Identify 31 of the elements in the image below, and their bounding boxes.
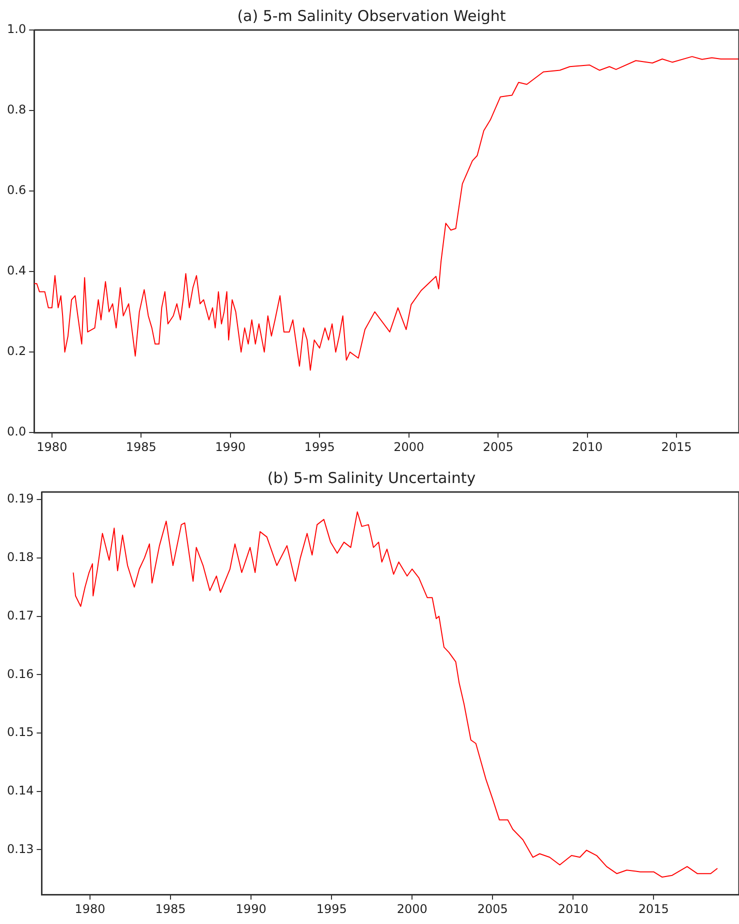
x-tick-label: 1995 bbox=[316, 902, 347, 916]
x-tick-label: 1990 bbox=[236, 902, 266, 916]
x-tick-label: 2010 bbox=[572, 440, 603, 454]
y-tick-label: 0.2 bbox=[6, 344, 26, 358]
y-tick-label: 0.8 bbox=[6, 102, 26, 117]
x-tick-label: 2000 bbox=[396, 902, 428, 916]
y-tick-label: 0.15 bbox=[7, 725, 34, 740]
y-tick-label: 0.19 bbox=[7, 492, 34, 506]
x-tick-label: 1980 bbox=[36, 440, 68, 454]
chart-title: (b) 5-m Salinity Uncertainty bbox=[267, 468, 476, 487]
y-tick-label: 0.18 bbox=[7, 550, 34, 564]
y-tick-label: 0.4 bbox=[6, 264, 26, 278]
x-tick-label: 2015 bbox=[638, 902, 669, 916]
x-tick-label: 1985 bbox=[126, 440, 156, 454]
y-tick-label: 0.13 bbox=[7, 842, 34, 856]
x-tick-label: 2015 bbox=[661, 440, 692, 454]
y-tick-label: 0.14 bbox=[7, 783, 34, 798]
x-tick-label: 1980 bbox=[74, 902, 106, 916]
y-tick-label: 0.6 bbox=[6, 183, 26, 198]
x-tick-label: 1990 bbox=[215, 440, 246, 454]
y-tick-label: 1.0 bbox=[6, 22, 26, 36]
y-tick-label: 0.16 bbox=[7, 666, 34, 681]
y-tick-label: 0.17 bbox=[7, 608, 34, 622]
chart-title: (a) 5-m Salinity Observation Weight bbox=[237, 6, 506, 25]
x-tick-label: 1985 bbox=[155, 902, 186, 916]
x-tick-label: 2000 bbox=[394, 440, 424, 454]
x-tick-label: 2005 bbox=[477, 902, 508, 916]
x-tick-label: 2010 bbox=[558, 902, 588, 916]
x-tick-label: 1995 bbox=[304, 440, 335, 454]
x-tick-label: 2005 bbox=[482, 440, 514, 454]
y-tick-label: 0.0 bbox=[6, 424, 26, 439]
